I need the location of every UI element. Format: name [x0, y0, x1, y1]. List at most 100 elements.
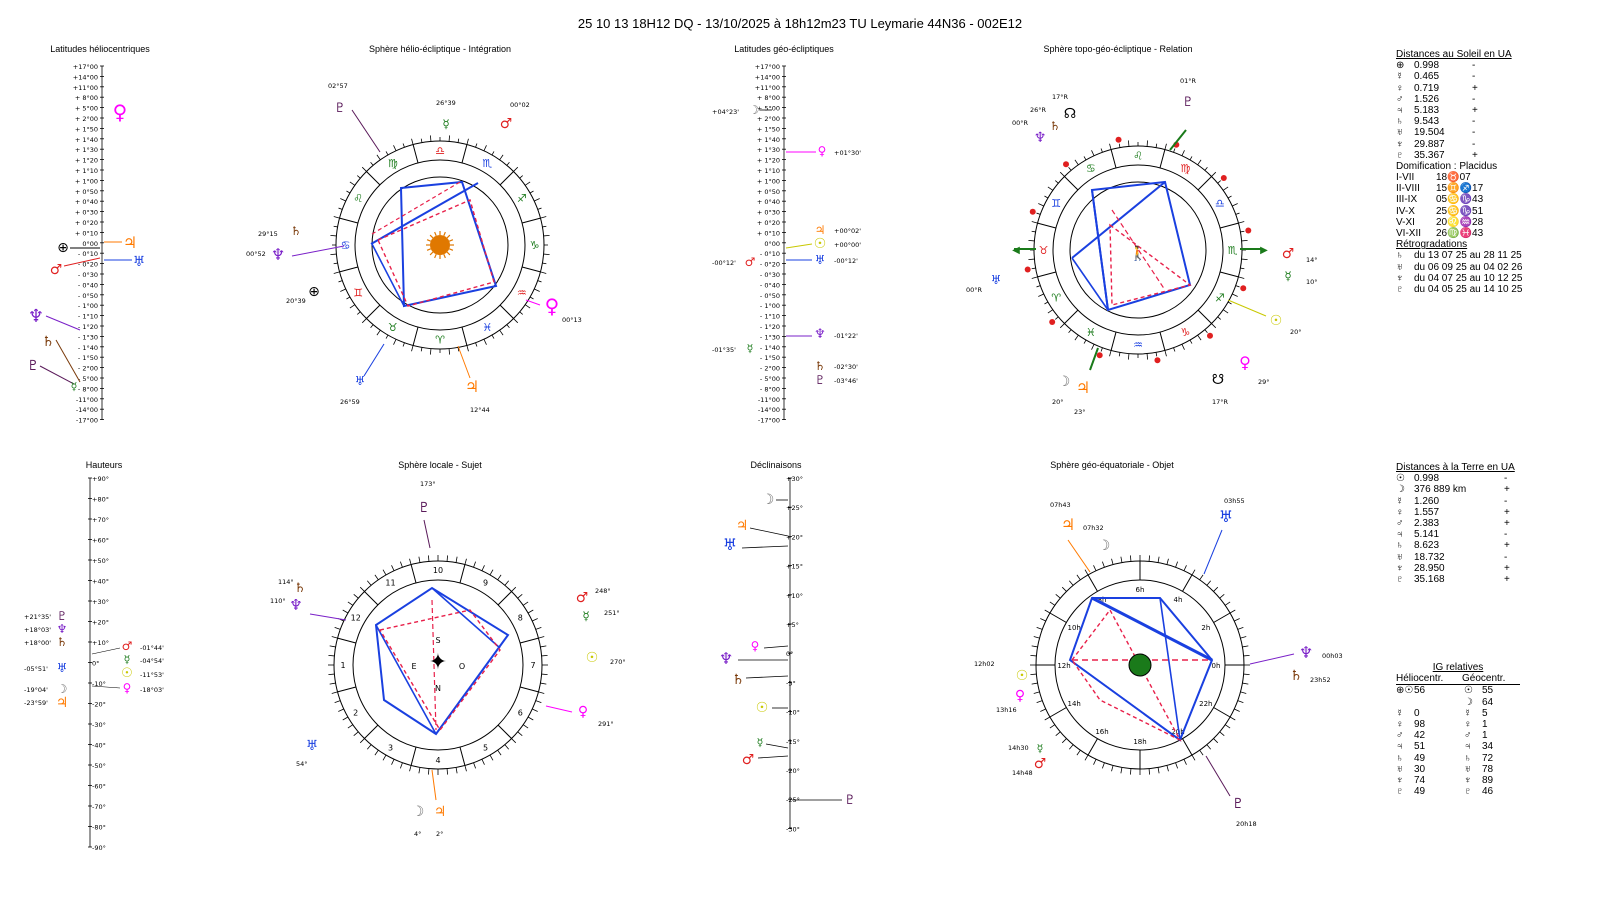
ig-geo-value: 5 [1482, 707, 1488, 719]
locale-tick [334, 700, 341, 703]
topo-wheel-tick [1197, 334, 1202, 341]
locale-tick [331, 636, 338, 639]
topo-wheel-tick [1128, 140, 1130, 147]
lat-geo-tick-label: - 1°10 [760, 313, 780, 321]
locale-tick [481, 759, 485, 765]
helio-wheel-sector-line [339, 217, 359, 224]
locale-tick [359, 586, 365, 592]
equat-tick [1031, 682, 1038, 685]
helio-wheel-tick [338, 207, 343, 210]
ig-geo-value: 78 [1482, 763, 1494, 775]
altitude-tick-label: -60° [92, 783, 106, 791]
helio-wheel-sector-line [412, 326, 419, 346]
saturn-degree-label: 17°R [1052, 93, 1069, 101]
distance-value: 1.526 [1414, 93, 1440, 105]
lat-helio-tick-label: + 0°50 [75, 188, 98, 196]
equat-tick [1175, 561, 1178, 568]
mercury-icon: ☿ [1037, 742, 1044, 755]
trend-sign: - [1504, 495, 1508, 507]
helio-wheel-tick [402, 143, 405, 148]
topo-wheel-sector-line [1197, 309, 1212, 324]
altitude-tick-label: -30° [92, 721, 106, 729]
helio-wheel-tick [506, 324, 510, 328]
pluto-pointer [39, 365, 75, 385]
helio-aspect-red-polygon [377, 199, 495, 307]
topo-wheel-sign-glyph: ♎ [1215, 197, 1225, 210]
planet-glyph: ♇ [1396, 283, 1404, 295]
hour-label: 22h [1199, 700, 1212, 708]
equat-tick [1237, 627, 1244, 630]
helio-wheel-sign-glyph: ♍ [388, 157, 398, 170]
locale-tick [382, 569, 387, 576]
moon-azimuth-label: 4° [414, 830, 421, 838]
uranus-pointer [1203, 529, 1223, 575]
topo-wheel-tick [1068, 167, 1072, 171]
equat-tick [1055, 731, 1061, 737]
helio-wheel-tick [524, 304, 531, 309]
locale-tick [517, 731, 523, 737]
saturn-icon: ♄ [1050, 119, 1061, 133]
locale-tick [464, 558, 467, 565]
topo-wheel-tick [1227, 301, 1232, 305]
saturn-degree-label: 29°15 [258, 230, 278, 238]
helio-wheel-tick [529, 190, 534, 194]
topo-wheel-tick [1047, 309, 1054, 314]
trend-sign: + [1504, 517, 1510, 529]
pluto-pointer [1205, 755, 1231, 797]
equat-tick [1120, 767, 1123, 774]
lat-helio-tick-label: +14°00 [73, 73, 98, 81]
moon-altitude-label: -19°04' [24, 686, 48, 694]
ig-helio-value: 98 [1414, 718, 1426, 730]
panel-title-sphere-topo: Sphère topo-géo-écliptique - Relation [1043, 44, 1193, 54]
ig-table: IG relatives Héliocentr. Géocentr. ⊕☉56 ☉ 5… [1396, 662, 1536, 797]
dist-soleil-row: ♇ 35.367 + [1396, 150, 1596, 161]
ig-row: ♀ 98 ♀ 1 [1396, 719, 1536, 730]
planet-glyph: ♀ [1464, 718, 1472, 730]
venus-icon: ♀ [1239, 353, 1251, 372]
trend-sign: + [1472, 104, 1478, 116]
planet-glyph: ♅ [1396, 261, 1404, 273]
saturn-azimuth-label: 114° [278, 578, 294, 586]
ig-helio-value: 42 [1414, 730, 1426, 742]
altitude-tick-label: -80° [92, 824, 106, 832]
earth-icon: ⊕ [57, 240, 69, 256]
equat-tick [1213, 586, 1219, 592]
topo-wheel-tick [1155, 352, 1158, 357]
house-number: 7 [530, 661, 535, 670]
locale-tick [347, 724, 354, 729]
locale-house-line [459, 746, 466, 766]
lat-geo-tick-label: + 1°20 [757, 157, 780, 165]
planet-glyph: ♄ [1396, 540, 1404, 552]
decl-tick-label: -30° [786, 825, 800, 833]
domif-title: Domification : Placidus [1396, 160, 1498, 172]
equat-tick [1243, 655, 1250, 657]
helio-wheel-tick [540, 216, 547, 219]
hour-label: 18h [1133, 738, 1146, 746]
jupiter-degree-label: 23° [1074, 408, 1086, 416]
pluto-ra-label: 20h18 [1236, 820, 1257, 828]
helio-wheel-tick [491, 334, 495, 339]
equat-tick [1157, 767, 1160, 774]
planet-glyph: ☿ [1396, 707, 1404, 719]
house-cusp: 26♍♓43 [1436, 228, 1484, 240]
equat-tick [1229, 609, 1236, 614]
locale-tick [342, 609, 349, 614]
planet-glyph: ♇ [1464, 786, 1472, 798]
topo-red-dot [1024, 266, 1031, 273]
dist-soleil-row: ♃ 5.183 + [1396, 105, 1596, 116]
equat-hour-line [1213, 612, 1231, 623]
ig-geo-value: 1 [1482, 718, 1488, 730]
jupiter-pointer [749, 527, 789, 537]
helio-wheel-tick [513, 166, 519, 172]
uranus-icon: ♅ [57, 661, 68, 675]
decl-tick-label: +15° [786, 563, 803, 571]
sun-ra-label: 12h02 [974, 660, 995, 668]
dist-soleil-row: ☿ 0.465 - [1396, 71, 1596, 82]
locale-tick [535, 627, 542, 630]
distance-value: 9.543 [1414, 116, 1440, 128]
topo-wheel-inner-ring [1069, 181, 1207, 319]
topo-wheel-sector-line [1159, 149, 1166, 169]
topo-wheel-tick [1109, 350, 1112, 357]
equat-tick [1191, 754, 1196, 761]
